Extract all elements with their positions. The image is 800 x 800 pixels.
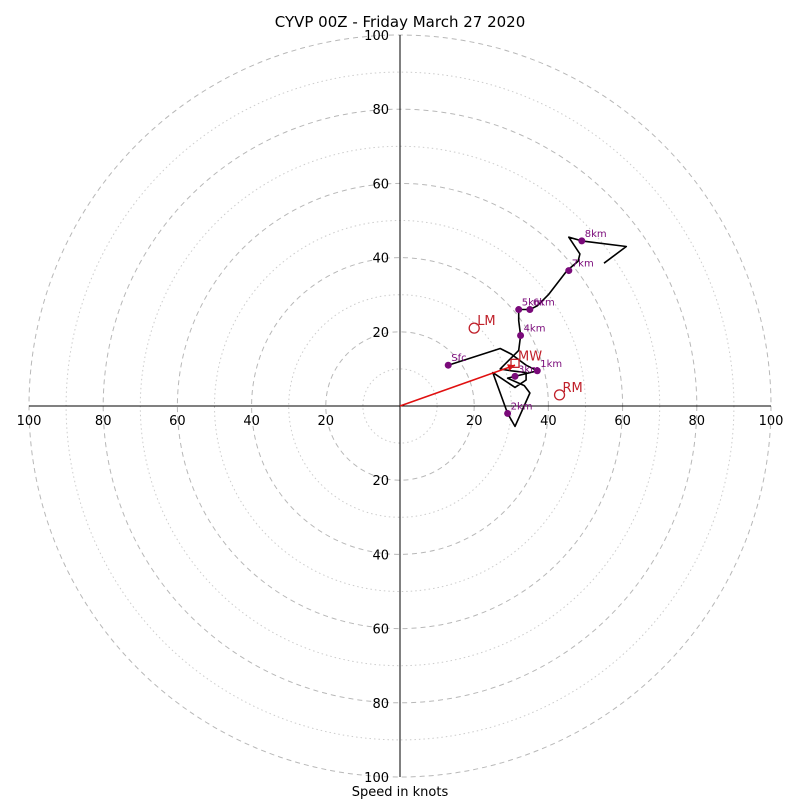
height-marker-dot <box>515 306 523 314</box>
y-tick-label: 20 <box>372 474 389 489</box>
y-tick-label: 80 <box>372 697 389 712</box>
chart-title: CYVP 00Z - Friday March 27 2020 <box>275 13 526 31</box>
x-tick-label: 40 <box>243 414 260 429</box>
height-marker-dot <box>511 372 519 380</box>
storm-motion-marker <box>468 322 480 334</box>
storm-motion-label: RM <box>563 381 583 396</box>
x-tick-label: 60 <box>169 414 186 429</box>
x-tick-label: 60 <box>614 414 631 429</box>
height-marker-label: 4km <box>524 324 546 335</box>
x-tick-label: 20 <box>466 414 483 429</box>
y-tick-label: 40 <box>372 252 389 267</box>
tick-labels: 100 80 60 40 20 20 40 60 80 100 20 40 60 80 100 20 40 60 8… <box>17 29 784 786</box>
y-tick-label: 100 <box>364 29 389 44</box>
height-marker-dot <box>517 332 525 340</box>
x-tick-label: 100 <box>759 414 784 429</box>
height-marker-dot <box>526 306 534 314</box>
height-marker-label: Sfc <box>451 353 466 364</box>
height-marker-label: 1km <box>540 359 562 370</box>
height-marker-label: 5km <box>522 298 544 309</box>
storm-motion-marker <box>510 358 520 368</box>
y-tick-label: 80 <box>372 103 389 118</box>
x-tick-label: 40 <box>540 414 557 429</box>
storm-motions: LM RM MW <box>468 314 583 401</box>
y-tick-label: 40 <box>372 548 389 563</box>
height-marker-dot <box>533 367 541 375</box>
x-axis-label: Speed in knots <box>352 785 449 800</box>
storm-motion-label: LM <box>477 314 495 329</box>
x-tick-label: 20 <box>318 414 335 429</box>
x-tick-label: 100 <box>17 414 42 429</box>
y-tick-label: 60 <box>372 177 389 192</box>
height-marker-dot <box>565 267 573 275</box>
x-tick-label: 80 <box>689 414 706 429</box>
storm-motion-label: MW <box>518 349 542 364</box>
storm-motion-marker <box>553 389 566 401</box>
height-marker-label: 7km <box>572 259 594 270</box>
height-marker-label: 3km <box>518 364 540 375</box>
y-tick-label: 100 <box>364 771 389 786</box>
height-marker-label: 2km <box>511 401 533 412</box>
height-marker-label: 6km <box>533 298 555 309</box>
mean-wind-vector <box>399 364 516 407</box>
height-marker-label: 8km <box>585 229 607 240</box>
height-marker-dot <box>504 409 512 417</box>
height-marker-dot <box>444 361 452 369</box>
height-marker-dot <box>578 237 586 245</box>
y-tick-label: 60 <box>372 623 389 638</box>
y-tick-label: 20 <box>372 326 389 341</box>
x-tick-label: 80 <box>95 414 112 429</box>
